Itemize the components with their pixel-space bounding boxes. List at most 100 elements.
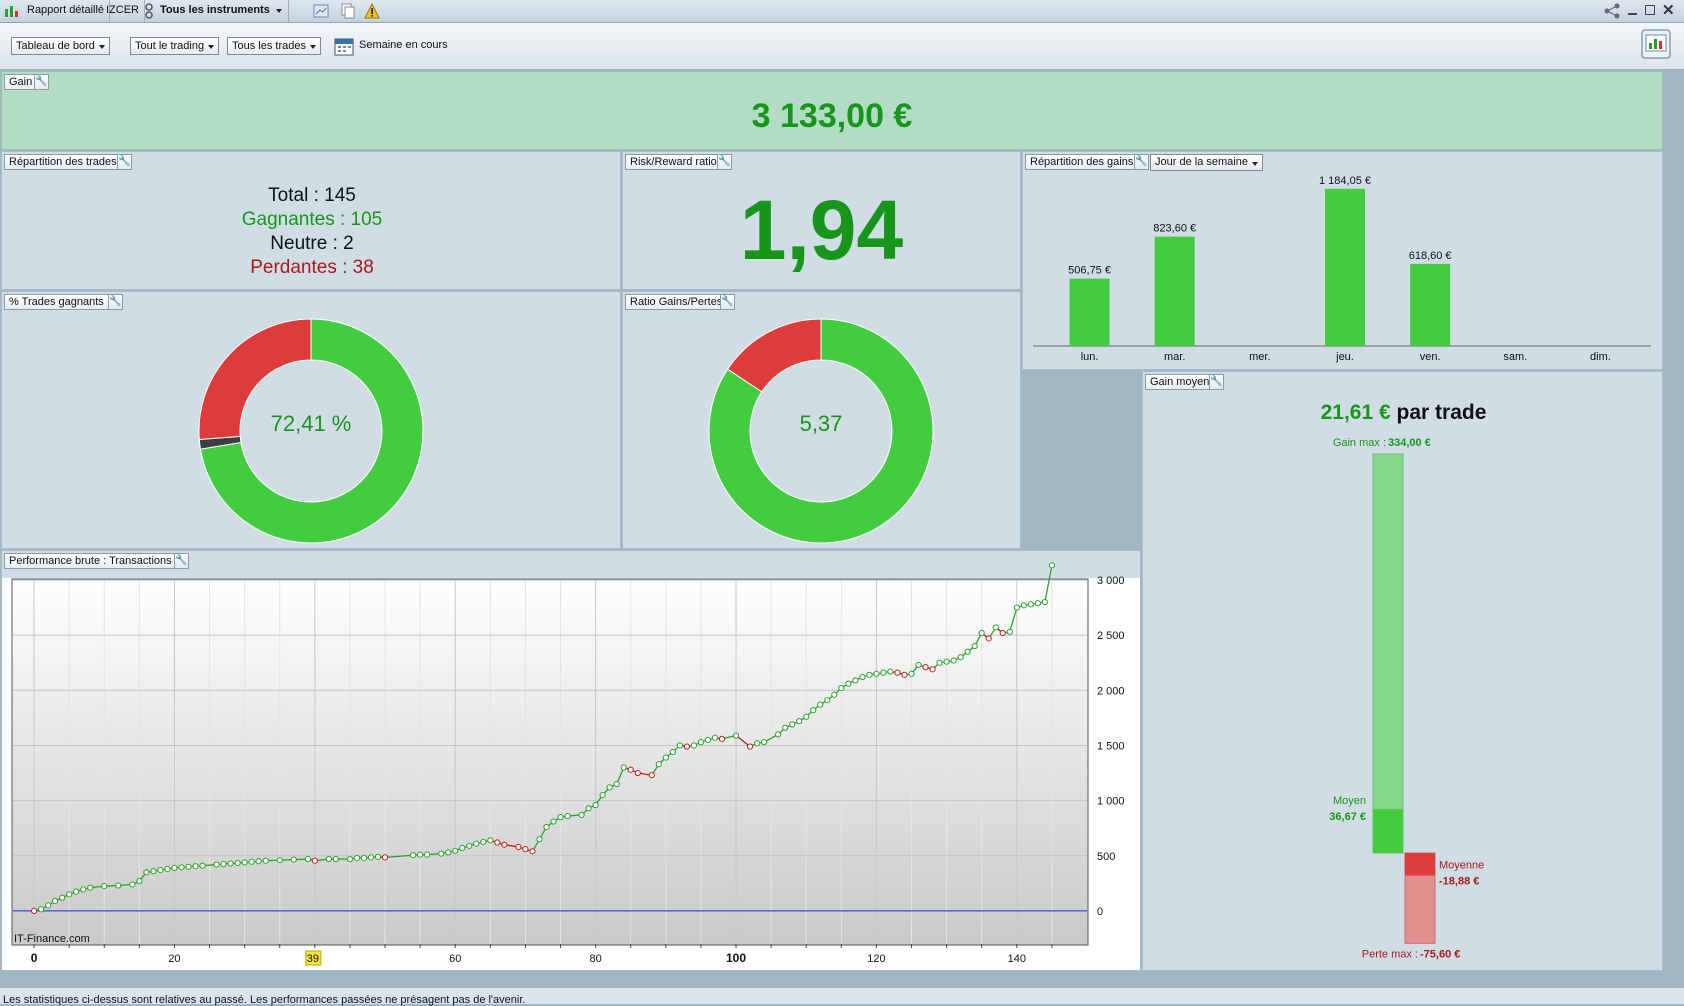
cursor-label: 39 [307, 953, 319, 965]
performance-panel: Performance brute : Transactions 🔧 0 500 1… [1, 550, 1141, 971]
avg-gain-value: 21,61 € [1320, 401, 1391, 424]
gains-split-select[interactable]: Jour de la semaine [1150, 154, 1263, 171]
data-point [627, 766, 634, 773]
data-point [255, 858, 262, 865]
x-tick-label: 100 [726, 951, 746, 965]
data-point [473, 840, 480, 847]
data-point [887, 668, 894, 675]
data-point [746, 743, 754, 750]
wrench-icon[interactable]: 🔧 [1209, 374, 1224, 390]
data-point [199, 862, 206, 869]
avg-gain-label: Moyen [1333, 795, 1366, 807]
x-tick-label: 120 [867, 953, 885, 965]
wrench-icon[interactable]: 🔧 [720, 294, 735, 310]
instruments-select[interactable]: Tous les instruments [155, 0, 289, 22]
data-point [620, 764, 627, 771]
data-point [136, 878, 143, 885]
window-titlebar: Rapport détaillé IZCER Tous les instrume… [0, 0, 1684, 23]
calendar-icon[interactable] [334, 36, 354, 59]
data-point [213, 861, 220, 868]
bar-category-0: lun. [1081, 351, 1099, 363]
warning-icon[interactable] [364, 2, 380, 22]
dashboard-select[interactable]: Tableau de bord [11, 37, 110, 55]
wrench-icon[interactable]: 🔧 [108, 294, 123, 310]
close-icon[interactable]: ✕ [1662, 2, 1675, 19]
data-point [775, 731, 782, 738]
bar-category-5: sam. [1503, 351, 1527, 363]
max-loss-label: Perte max : [1362, 948, 1418, 960]
restore-icon[interactable] [1645, 5, 1655, 15]
data-point [676, 742, 683, 749]
data-point [150, 868, 157, 875]
avg-loss-amount: -18,88 € [1439, 875, 1479, 887]
data-point [220, 860, 227, 868]
bar-category-6: dim. [1590, 351, 1611, 363]
watermark-label: IT-Finance.com [14, 933, 90, 945]
line-segment [1044, 565, 1053, 603]
data-point [985, 635, 992, 642]
account-tab[interactable]: IZCER [101, 0, 145, 22]
wrench-icon[interactable]: 🔧 [1134, 154, 1149, 170]
report-tab[interactable]: Rapport détaillé [22, 0, 111, 22]
wrench-icon[interactable]: 🔧 [117, 154, 132, 170]
neutral-trades: Neutre : 2 [270, 233, 354, 254]
data-point [290, 856, 297, 863]
copy-icon[interactable] [340, 3, 356, 22]
data-point [494, 839, 501, 846]
disclaimer-text: Les statistiques ci-dessus sont relative… [3, 994, 526, 1006]
data-point [178, 864, 185, 871]
trades-select[interactable]: Tous les trades [227, 37, 321, 55]
win-pct-panel: % Trades gagnants 🔧 72,41 % [1, 291, 621, 549]
plot-area [11, 578, 1089, 946]
ratio-gp-donut: 5,37 [708, 318, 934, 544]
y-tick-label: 3 000 [1097, 575, 1125, 587]
link-icon[interactable] [143, 3, 155, 19]
avg-loss-label: Moyenne [1439, 859, 1484, 871]
bar-label-0: 506,75 € [1068, 265, 1111, 277]
data-point [789, 721, 796, 728]
minimize-icon[interactable] [1628, 13, 1637, 15]
data-point [915, 661, 922, 669]
wrench-icon[interactable]: 🔧 [34, 74, 49, 90]
data-point [929, 666, 936, 673]
status-bar: Les statistiques ci-dessus sont relative… [0, 987, 1684, 1006]
report-toolbar: Tableau de bord Tout le trading Tous les… [0, 23, 1684, 70]
data-point [515, 843, 522, 851]
data-point [550, 818, 557, 825]
data-point [1013, 604, 1020, 611]
data-point [424, 851, 431, 858]
avg-gain-panel: Gain moyen 🔧 21,61 € par trade Gain max … [1142, 371, 1663, 971]
data-point [192, 863, 199, 870]
x-tick-label: 80 [590, 953, 602, 965]
y-tick-label: 0 [1097, 906, 1103, 918]
wrench-icon[interactable]: 🔧 [174, 553, 189, 569]
chevron-down-icon [275, 9, 282, 13]
data-point [1006, 628, 1013, 635]
y-tick-label: 1 500 [1097, 740, 1125, 752]
wrench-icon[interactable]: 🔧 [717, 154, 732, 170]
trading-select[interactable]: Tout le trading [130, 37, 220, 55]
data-point [459, 844, 466, 852]
max-gain-bar [1372, 453, 1404, 854]
share-icon[interactable] [1603, 3, 1621, 22]
max-gain-value: 334,00 € [1388, 437, 1431, 449]
y-tick-label: 2 000 [1097, 685, 1125, 697]
data-point [810, 707, 817, 714]
data-point [353, 854, 361, 862]
data-point [782, 724, 789, 731]
cursor-marker [305, 950, 322, 966]
data-point [999, 629, 1006, 637]
chart-window-icon[interactable] [313, 3, 329, 22]
period-label[interactable]: Semaine en cours [359, 39, 448, 51]
data-point [964, 648, 971, 655]
data-point [824, 697, 831, 704]
data-point [557, 814, 564, 821]
x-tick-label: 0 [31, 951, 38, 965]
gain-panel: Gain 🔧 3 133,00 € [1, 71, 1663, 150]
data-point [662, 754, 669, 761]
data-point [718, 735, 726, 742]
data-point [599, 791, 606, 799]
trade-split-tag: Répartition des trades [4, 154, 122, 170]
dashboard-config-icon[interactable] [1640, 28, 1672, 63]
gains-split-panel: Répartition des gains 🔧 Jour de la semai… [1022, 151, 1663, 370]
